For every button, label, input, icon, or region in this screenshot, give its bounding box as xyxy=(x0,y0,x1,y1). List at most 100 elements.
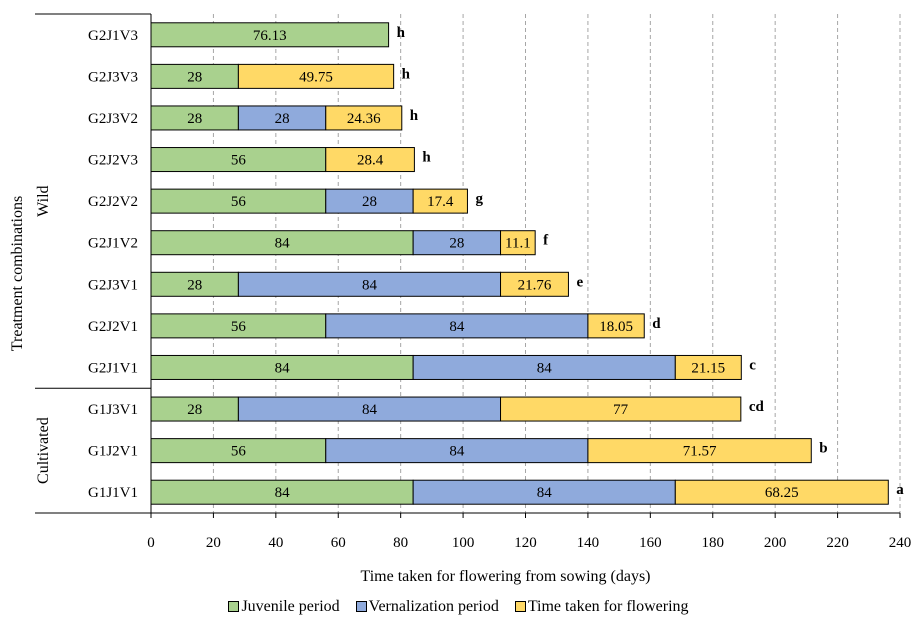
x-tick-label-240: 240 xyxy=(889,535,912,551)
x-tick-label-220: 220 xyxy=(826,535,849,551)
group-label-wild: Wild xyxy=(35,185,52,216)
x-tick-label-120: 120 xyxy=(514,535,537,551)
bar-G2J1V3-series-0 xyxy=(150,22,390,48)
bar-G2J2V3-series-2 xyxy=(325,147,415,173)
category-label-G2J2V1: G2J2V1 xyxy=(88,319,138,335)
bar-G2J1V2-series-2 xyxy=(500,230,536,256)
significance-letter-G1J2V1: b xyxy=(819,441,827,457)
significance-letter-G2J1V2: f xyxy=(543,233,549,249)
significance-letter-G2J2V3: h xyxy=(422,150,431,166)
bar-G1J2V1-series-1 xyxy=(325,438,589,464)
category-label-G2J3V2: G2J3V2 xyxy=(88,111,138,127)
x-tick-label-40: 40 xyxy=(268,535,283,551)
category-label-G2J3V3: G2J3V3 xyxy=(88,69,138,85)
bar-label-G1J3V1-series-1: 84 xyxy=(362,402,378,418)
category-label-G2J2V3: G2J2V3 xyxy=(88,153,138,169)
legend-swatch-flowering xyxy=(514,600,526,612)
bar-G2J1V1-series-0 xyxy=(150,354,414,380)
bar-label-G2J3V2-series-2: 24.36 xyxy=(347,111,381,127)
legend-item-juvenile: Juvenile period xyxy=(228,598,340,616)
significance-letter-G1J1V1: a xyxy=(896,482,904,498)
x-tick-label-160: 160 xyxy=(639,535,662,551)
bar-G1J1V1-series-2 xyxy=(674,479,889,505)
bar-G2J3V2-series-2 xyxy=(325,105,403,131)
legend-label-flowering: Time taken for flowering xyxy=(527,598,689,615)
x-tick-label-140: 140 xyxy=(577,535,600,551)
bar-label-G2J2V2-series-1: 28 xyxy=(362,194,377,210)
category-label-G2J1V3: G2J1V3 xyxy=(88,28,138,44)
category-label-G2J1V1: G2J1V1 xyxy=(88,360,138,376)
category-label-G2J3V1: G2J3V1 xyxy=(88,277,138,293)
bar-label-G2J2V3-series-2: 28.4 xyxy=(357,153,384,169)
bar-label-G2J1V1-series-2: 21.15 xyxy=(691,360,725,376)
category-label-G1J3V1: G1J3V1 xyxy=(88,402,138,418)
bar-G2J3V3-series-2 xyxy=(237,63,395,89)
bar-G1J2V1-series-0 xyxy=(150,438,327,464)
bar-G1J3V1-series-1 xyxy=(237,396,502,422)
bar-label-G2J3V2-series-1: 28 xyxy=(275,111,290,127)
category-label-G1J2V1: G1J2V1 xyxy=(88,444,138,460)
bar-label-G2J3V1-series-2: 21.76 xyxy=(518,277,552,293)
category-label-G1J1V1: G1J1V1 xyxy=(88,485,138,501)
bar-G1J3V1-series-0 xyxy=(150,396,239,422)
bar-label-G1J1V1-series-1: 84 xyxy=(537,485,553,501)
bar-label-G1J1V1-series-2: 68.25 xyxy=(765,485,799,501)
bar-label-G1J2V1-series-1: 84 xyxy=(449,444,465,460)
bar-label-G1J3V1-series-2: 77 xyxy=(613,402,629,418)
bar-label-G2J1V1-series-1: 84 xyxy=(537,360,553,376)
bar-label-G2J1V3-series-0: 76.13 xyxy=(253,28,287,44)
bar-label-G2J1V1-series-0: 84 xyxy=(275,360,291,376)
bar-label-G1J1V1-series-0: 84 xyxy=(275,485,291,501)
bar-label-G2J3V1-series-1: 84 xyxy=(362,277,378,293)
category-label-G2J1V2: G2J1V2 xyxy=(88,236,138,252)
legend-label-juvenile: Juvenile period xyxy=(241,598,340,615)
bar-label-G2J2V2-series-0: 56 xyxy=(231,194,247,210)
legend-swatch-vernalization xyxy=(355,600,367,612)
bar-G2J1V2-series-1 xyxy=(412,230,502,256)
bar-G2J1V1-series-1 xyxy=(412,354,676,380)
bar-G2J2V2-series-2 xyxy=(412,188,468,214)
significance-letter-G2J1V3: h xyxy=(397,25,406,41)
x-tick-label-20: 20 xyxy=(206,535,221,551)
bar-G2J3V3-series-0 xyxy=(150,63,239,89)
bar-G1J1V1-series-0 xyxy=(150,479,414,505)
bar-G1J1V1-series-1 xyxy=(412,479,676,505)
bar-label-G2J3V3-series-0: 28 xyxy=(187,69,202,85)
legend-swatch-juvenile xyxy=(228,600,240,612)
bar-G1J3V1-series-2 xyxy=(500,396,742,422)
x-tick-label-60: 60 xyxy=(331,535,346,551)
bar-G2J2V2-series-0 xyxy=(150,188,327,214)
bar-label-G2J2V1-series-1: 84 xyxy=(449,319,465,335)
significance-letter-G1J3V1: cd xyxy=(749,399,765,415)
legend-item-vernalization: Vernalization period xyxy=(355,598,499,616)
x-tick-label-100: 100 xyxy=(452,535,475,551)
bar-label-G2J2V1-series-0: 56 xyxy=(231,319,247,335)
bar-label-G1J2V1-series-2: 71.57 xyxy=(683,444,717,460)
significance-letter-G2J3V3: h xyxy=(402,66,411,82)
bar-label-G2J3V1-series-0: 28 xyxy=(187,277,202,293)
bar-G2J3V1-series-2 xyxy=(500,271,569,297)
bar-G2J1V2-series-0 xyxy=(150,230,414,256)
legend-label-vernalization: Vernalization period xyxy=(368,598,499,615)
bar-label-G1J3V1-series-0: 28 xyxy=(187,402,202,418)
bar-G2J1V1-series-2 xyxy=(674,354,742,380)
bar-label-G2J1V2-series-1: 28 xyxy=(449,236,464,252)
bar-label-G2J1V2-series-0: 84 xyxy=(275,236,291,252)
category-label-G2J2V2: G2J2V2 xyxy=(88,194,138,210)
significance-letter-G2J1V1: c xyxy=(749,357,756,373)
significance-letter-G2J3V2: h xyxy=(410,108,419,124)
bar-label-G2J3V3-series-2: 49.75 xyxy=(299,69,333,85)
significance-letter-G2J3V1: e xyxy=(576,274,583,290)
bar-G2J2V1-series-1 xyxy=(325,313,589,339)
x-tick-label-80: 80 xyxy=(393,535,408,551)
bar-label-G1J2V1-series-0: 56 xyxy=(231,444,247,460)
x-tick-label-180: 180 xyxy=(702,535,725,551)
significance-letter-G2J2V2: g xyxy=(475,191,483,207)
bar-label-G2J3V2-series-0: 28 xyxy=(187,111,202,127)
chart-legend: Juvenile period Vernalization period Tim… xyxy=(0,598,917,616)
bar-label-G2J2V3-series-0: 56 xyxy=(231,153,247,169)
bar-label-G2J2V1-series-2: 18.05 xyxy=(599,319,633,335)
bar-G2J2V1-series-2 xyxy=(587,313,645,339)
y-axis-title: Treatment combinations xyxy=(9,196,26,351)
